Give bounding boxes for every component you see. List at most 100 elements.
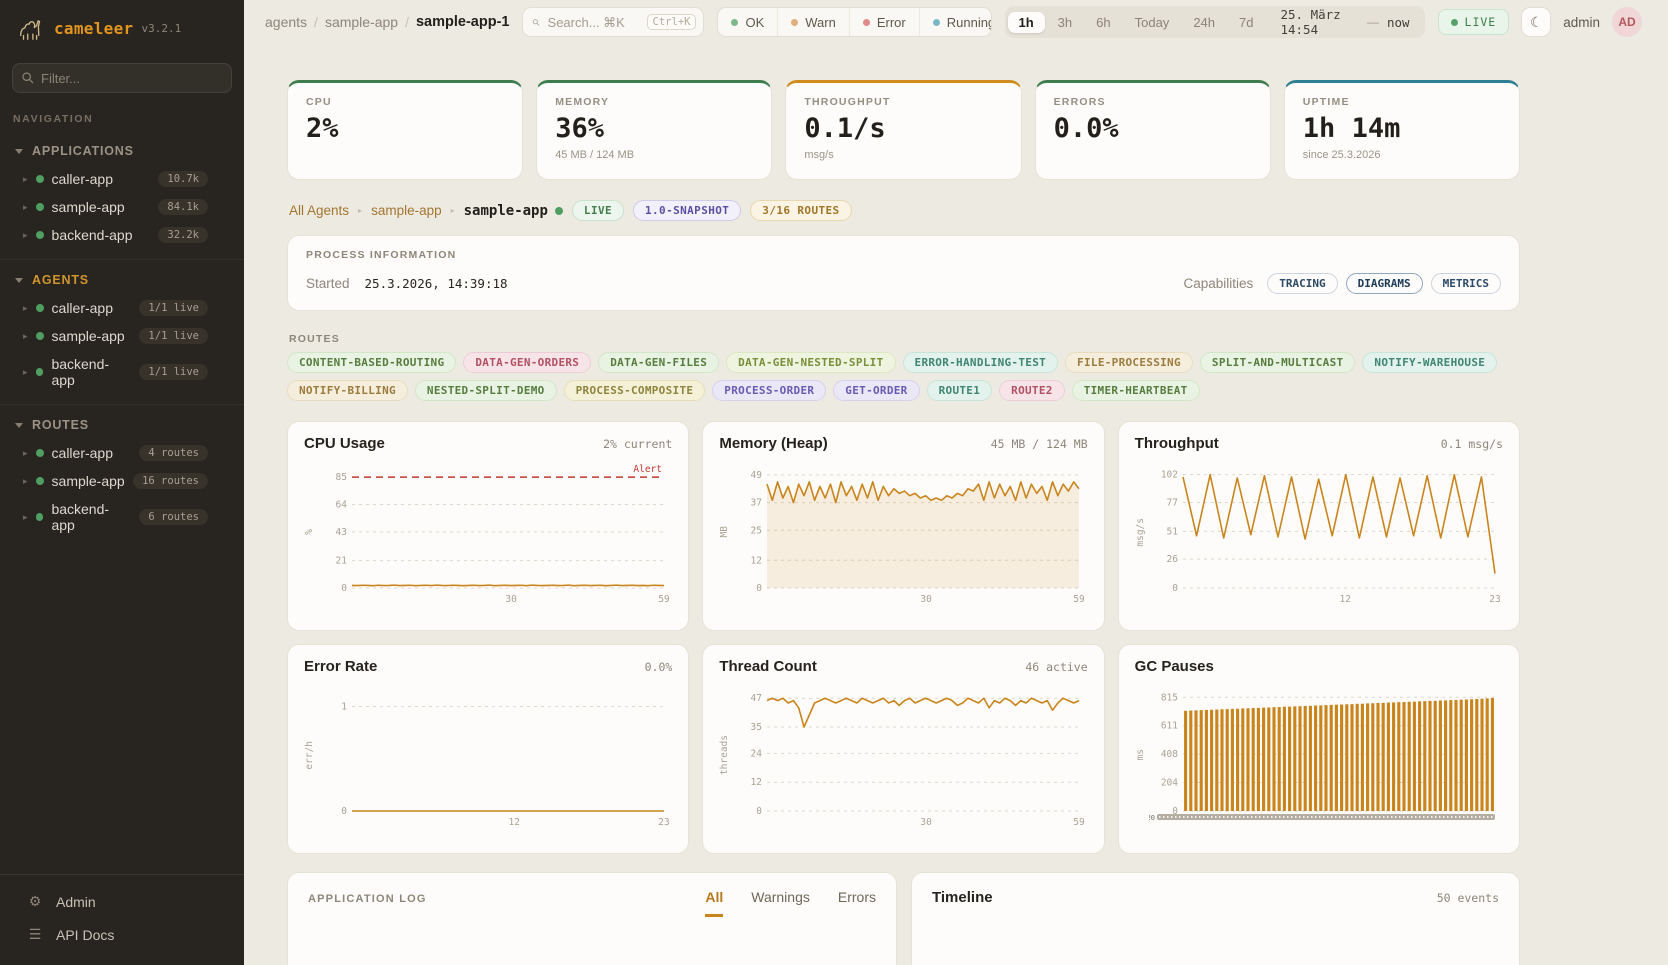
time-range-display[interactable]: 25. März 14:54 — now: [1266, 7, 1421, 37]
route-chip-data-gen-files[interactable]: DATA-GEN-FILES: [598, 352, 720, 373]
search-shortcut-kbd: Ctrl+K: [646, 14, 697, 30]
svg-text:43: 43: [336, 527, 347, 538]
route-chip-nested-split-demo[interactable]: NESTED-SPLIT-DEMO: [414, 380, 557, 401]
tab-warnings[interactable]: Warnings: [751, 889, 810, 917]
time-range-1h[interactable]: 1h: [1007, 11, 1045, 33]
svg-text:30: 30: [505, 594, 517, 605]
sidebar: cameleer v3.2.1 NAVIGATION APPLICATIONS ▸…: [0, 0, 244, 965]
footer-item-admin[interactable]: ⚙ Admin: [0, 885, 244, 918]
theme-toggle-button[interactable]: ☾: [1521, 7, 1552, 37]
time-range-group: 1h 3h 6h Today 24h 7d 25. März 14:54 — now: [1004, 6, 1425, 38]
main-content: CPU 2% MEMORY 36% 45 MB / 124 MB THROUGHPUT 0.…: [244, 44, 1520, 965]
time-range-6h[interactable]: 6h: [1085, 12, 1121, 33]
chart-meta-value: 46 active: [1025, 660, 1088, 674]
filter-input[interactable]: [12, 63, 232, 93]
sidebar-item-sample-app[interactable]: ▸ sample-app 16 routes: [0, 467, 244, 495]
svg-text:12: 12: [509, 817, 520, 828]
route-chip-notify-billing[interactable]: NOTIFY-BILLING: [287, 380, 408, 401]
status-dot-icon: [791, 18, 799, 26]
chart-card-throughput: Throughput 0.1 msg/s msg/s 102 77 51 26 0 12 23: [1117, 421, 1520, 631]
metric-card-errors: ERRORS 0.0%: [1034, 80, 1271, 180]
sidebar-section-agents: AGENTS ▸ caller-app 1/1 live ▸ sample-app 1/1 …: [0, 260, 244, 405]
live-badge[interactable]: LIVE: [1437, 9, 1510, 35]
svg-text:51: 51: [1166, 526, 1178, 537]
route-chip-error-handling-test[interactable]: ERROR-HANDLING-TEST: [902, 352, 1059, 373]
time-range-7d[interactable]: 7d: [1228, 12, 1264, 33]
search-input[interactable]: [547, 14, 640, 30]
svg-text:35: 35: [751, 722, 762, 733]
chevron-right-icon: ▸: [23, 475, 28, 486]
sidebar-item-backend-app[interactable]: ▸ backend-app 32.2k: [0, 221, 244, 249]
chart-card-thread-count: Thread Count 46 active threads 47 35 24 12 0 30 5…: [702, 644, 1105, 854]
chart-card-cpu-usage: CPU Usage 2% current% 85 Alert 64 43 21 0 30 59: [287, 421, 690, 631]
agent-live-dot-icon: [554, 206, 563, 215]
svg-text:49: 49: [751, 470, 763, 481]
footer-item-api-docs[interactable]: ☰ API Docs: [0, 918, 244, 951]
process-info-title: PROCESS INFORMATION: [306, 249, 457, 261]
started-value: 25.3.2026, 14:39:18: [364, 276, 508, 291]
agent-badge-3-16-routes: 3/16 ROUTES: [750, 200, 852, 221]
section-header-applications[interactable]: APPLICATIONS: [0, 137, 244, 165]
status-filter-warn[interactable]: Warn: [777, 8, 849, 36]
sidebar-item-caller-app[interactable]: ▸ caller-app 4 routes: [0, 439, 244, 467]
header-right: LIVE ☾ admin AD: [1437, 7, 1642, 37]
route-chip-split-and-multicast[interactable]: SPLIT-AND-MULTICAST: [1199, 352, 1356, 373]
agent-crumb-link[interactable]: sample-app: [371, 203, 442, 218]
svg-text:204: 204: [1160, 778, 1177, 789]
route-chip-route1[interactable]: ROUTE1: [926, 380, 993, 401]
route-chip-process-order[interactable]: PROCESS-ORDER: [712, 380, 827, 401]
started-label: Started: [306, 276, 350, 291]
sidebar-item-backend-app[interactable]: ▸ backend-app 1/1 live: [0, 350, 244, 394]
time-range-3h[interactable]: 3h: [1047, 12, 1083, 33]
route-chip-process-composite[interactable]: PROCESS-COMPOSITE: [563, 380, 706, 401]
timeline-title: Timeline: [932, 889, 993, 906]
sidebar-item-sample-app[interactable]: ▸ sample-app 84.1k: [0, 193, 244, 221]
sidebar-item-caller-app[interactable]: ▸ caller-app 1/1 live: [0, 294, 244, 322]
route-chip-notify-warehouse[interactable]: NOTIFY-WAREHOUSE: [1362, 352, 1498, 373]
status-filter-running[interactable]: Running: [918, 8, 990, 36]
section-header-agents[interactable]: AGENTS: [0, 266, 244, 294]
agent-crumb-link[interactable]: All Agents: [289, 203, 350, 218]
tab-errors[interactable]: Errors: [838, 889, 876, 917]
app-version: v3.2.1: [141, 21, 182, 35]
metric-subtext: msg/s: [804, 148, 834, 161]
metric-value: 0.0%: [1053, 113, 1119, 144]
avatar[interactable]: AD: [1612, 7, 1642, 37]
time-range-start: 25. März 14:54: [1280, 7, 1341, 37]
app-logo[interactable]: cameleer v3.2.1: [0, 0, 244, 55]
breadcrumb-link[interactable]: sample-app: [324, 14, 399, 30]
tab-all[interactable]: All: [705, 889, 724, 917]
sidebar-item-label: sample-app: [51, 328, 125, 344]
sidebar-item-caller-app[interactable]: ▸ caller-app 10.7k: [0, 165, 244, 193]
footer-item-label: API Docs: [56, 926, 115, 943]
svg-text:0: 0: [1172, 583, 1178, 594]
svg-text:26: 26: [1166, 554, 1178, 565]
agent-current: sample-app: [463, 202, 548, 219]
route-chip-content-based-routing[interactable]: CONTENT-BASED-ROUTING: [287, 352, 457, 373]
time-range-today[interactable]: Today: [1124, 12, 1181, 33]
bottom-panels: APPLICATION LOG All Warnings Errors Timeli…: [287, 872, 1520, 965]
route-chip-get-order[interactable]: GET-ORDER: [833, 380, 920, 401]
section-header-routes[interactable]: ROUTES: [0, 411, 244, 439]
sidebar-footer: ⚙ Admin ☰ API Docs: [0, 874, 244, 965]
route-chip-file-processing[interactable]: FILE-PROCESSING: [1065, 352, 1193, 373]
status-filter-ok[interactable]: OK: [718, 8, 777, 36]
agent-badge-1-0-snapshot: 1.0-SNAPSHOT: [633, 200, 742, 221]
route-chip-route2[interactable]: ROUTE2: [999, 380, 1065, 401]
svg-text:59: 59: [658, 594, 670, 605]
svg-text:0: 0: [757, 806, 763, 817]
sidebar-item-backend-app[interactable]: ▸ backend-app 6 routes: [0, 495, 244, 539]
svg-text:815: 815: [1160, 692, 1177, 703]
crumb-caret-icon: ▸: [450, 206, 455, 215]
status-dot-icon: [35, 449, 44, 457]
sidebar-item-sample-app[interactable]: ▸ sample-app 1/1 live: [0, 322, 244, 350]
route-chip-data-gen-orders[interactable]: DATA-GEN-ORDERS: [463, 352, 592, 373]
status-filter-error[interactable]: Error: [848, 8, 919, 36]
time-range-24h[interactable]: 24h: [1182, 12, 1226, 33]
breadcrumb-link[interactable]: agents: [265, 14, 308, 30]
route-chip-data-gen-nested-split[interactable]: DATA-GEN-NESTED-SPLIT: [726, 352, 896, 373]
svg-text:12: 12: [751, 777, 762, 788]
chart-y-axis-label: ms: [1134, 749, 1146, 761]
route-chip-timer-heartbeat[interactable]: TIMER-HEARTBEAT: [1071, 380, 1200, 401]
time-range-separator: —: [1366, 15, 1379, 29]
